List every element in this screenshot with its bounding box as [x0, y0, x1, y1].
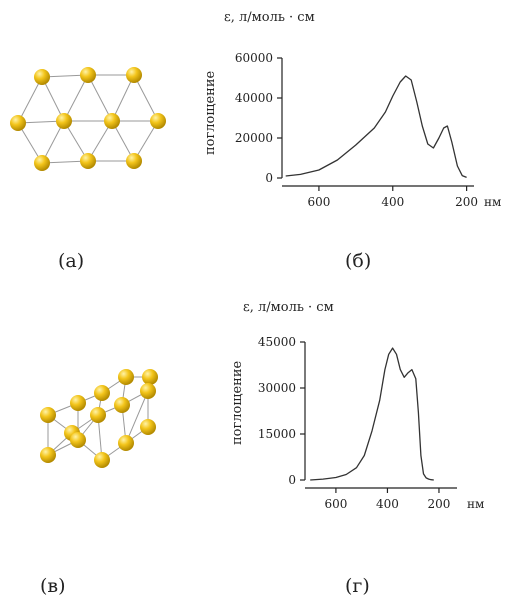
atom [126, 153, 142, 169]
atom [140, 383, 156, 399]
bond-line [111, 74, 135, 122]
atom [104, 113, 120, 129]
atom [140, 419, 156, 435]
x-axis-label: нм [484, 195, 501, 209]
chart-d-ylabel: поглощение [230, 360, 245, 445]
atom [118, 435, 134, 451]
caption-b: (б) [345, 250, 372, 272]
atoms [10, 67, 166, 171]
atom [80, 67, 96, 83]
x-tick-label: 400 [381, 195, 404, 209]
atom [126, 67, 142, 83]
x-axis-label: нм [467, 497, 484, 511]
y-tick-label: 40000 [235, 91, 273, 105]
bond-line [133, 74, 159, 122]
atom [80, 153, 96, 169]
y-tick-label: 20000 [235, 131, 273, 145]
bond-line [63, 74, 89, 122]
atom [34, 69, 50, 85]
x-tick-label: 200 [455, 195, 478, 209]
x-tick-label: 600 [307, 195, 330, 209]
atom [70, 395, 86, 411]
atom [114, 397, 130, 413]
atom [70, 432, 86, 448]
caption-c: (в) [40, 575, 66, 597]
atom [56, 113, 72, 129]
atom [10, 115, 26, 131]
chart-b: 0 20000 40000 60000 600 400 200 нм [235, 51, 502, 209]
caption-d: (г) [345, 575, 370, 597]
bond-line [17, 76, 43, 124]
molecule-triangular-lattice [10, 67, 166, 171]
y-tick-label: 0 [288, 473, 296, 487]
y-tick-label: 30000 [258, 381, 296, 395]
atoms [40, 369, 158, 468]
chart-d: 0 15000 30000 45000 600 400 200 нм [258, 335, 485, 511]
atom [40, 407, 56, 423]
atom [94, 452, 110, 468]
chart-b-unit-label: ε, л/моль · см [224, 10, 315, 25]
x-tick-label: 400 [376, 497, 399, 511]
bond-lines [17, 74, 159, 164]
atom [150, 113, 166, 129]
x-tick-label: 200 [428, 497, 451, 511]
bond-line [125, 390, 149, 444]
series-line [310, 347, 434, 481]
y-tick-label: 45000 [258, 335, 296, 349]
atom [90, 407, 106, 423]
series-line [285, 75, 467, 179]
chart-d-unit-label: ε, л/моль · см [243, 300, 334, 315]
atom [94, 385, 110, 401]
molecule-cubic-lattice [40, 369, 158, 468]
caption-a: (а) [58, 250, 85, 272]
atom [118, 369, 134, 385]
atom [142, 369, 158, 385]
y-tick-label: 60000 [235, 51, 273, 65]
x-tick-label: 600 [324, 497, 347, 511]
bond-line [87, 74, 113, 122]
bond-line [41, 76, 65, 122]
atom [34, 155, 50, 171]
atom [40, 447, 56, 463]
y-tick-label: 15000 [258, 427, 296, 441]
chart-b-ylabel: поглощение [203, 70, 218, 155]
y-tick-label: 0 [265, 171, 273, 185]
